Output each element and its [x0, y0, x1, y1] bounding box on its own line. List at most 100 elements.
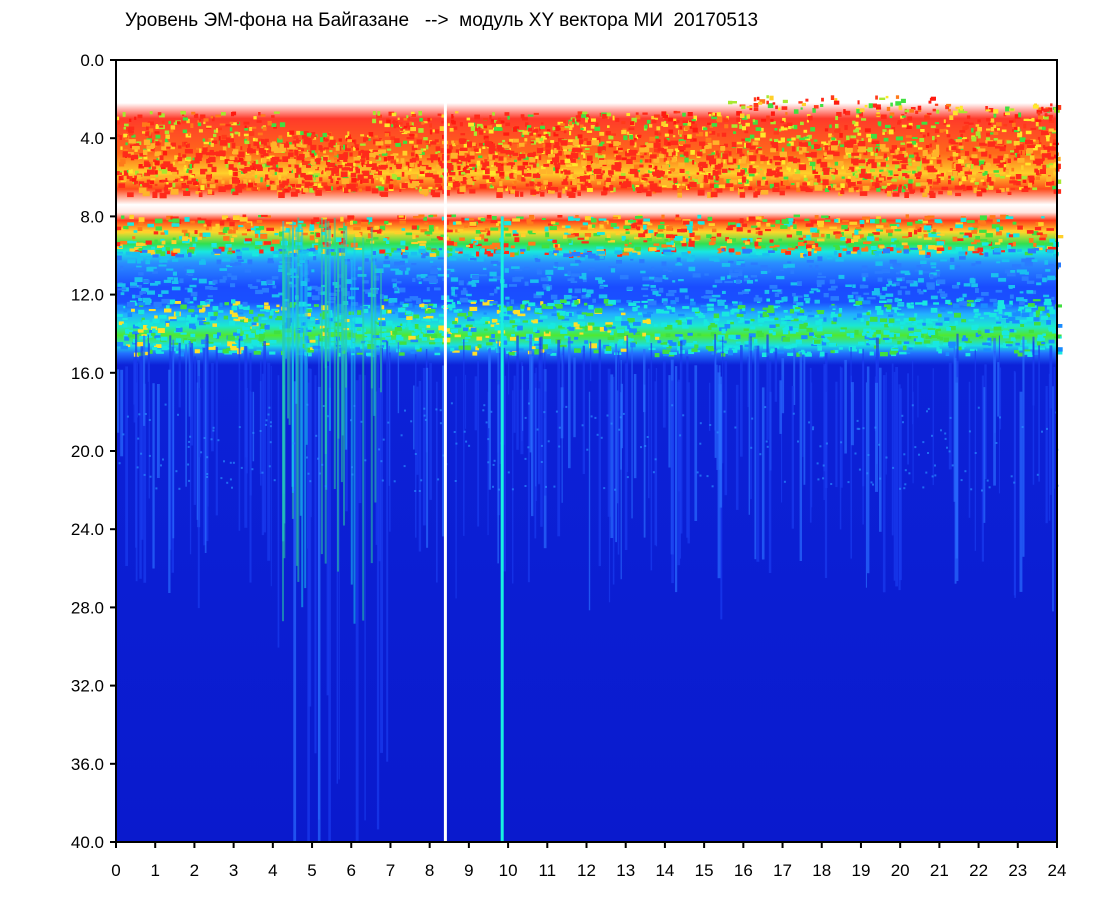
speckle	[918, 250, 926, 255]
speckle	[577, 184, 581, 191]
speckle	[712, 112, 715, 116]
speckle	[797, 316, 804, 321]
speckle	[386, 117, 390, 121]
speckle	[321, 232, 325, 236]
speckle	[624, 220, 632, 225]
speckle	[418, 214, 425, 218]
speckle	[147, 249, 155, 254]
speckle	[538, 319, 543, 323]
speckle	[737, 315, 741, 319]
speckle	[526, 167, 530, 171]
speckle	[690, 137, 694, 142]
speckle	[839, 133, 843, 138]
speckle	[367, 233, 373, 239]
speckle	[457, 229, 464, 233]
speckle	[690, 301, 696, 306]
speckle	[684, 157, 689, 163]
speckle	[928, 173, 936, 179]
speckle	[408, 183, 416, 188]
speckle	[310, 150, 315, 154]
speckle	[666, 138, 670, 141]
speckle	[897, 136, 903, 141]
speckle	[707, 192, 713, 198]
speckle	[212, 226, 220, 231]
speckle	[223, 315, 229, 320]
speckle	[735, 165, 740, 169]
speckle	[633, 321, 641, 326]
speckle	[798, 164, 807, 171]
speckle	[767, 103, 774, 109]
speckle	[378, 186, 385, 191]
speckle	[1019, 319, 1027, 323]
speckle	[639, 159, 643, 163]
speckle	[514, 159, 517, 162]
speckle	[444, 247, 453, 252]
speckle	[243, 179, 248, 184]
speckle	[371, 188, 379, 194]
speckle	[618, 175, 626, 180]
speckle	[630, 342, 636, 348]
speckle	[574, 336, 579, 340]
speckle	[132, 145, 140, 150]
speckle	[435, 146, 441, 151]
speckle	[782, 99, 788, 104]
speckle	[646, 318, 650, 322]
speckle	[769, 246, 776, 249]
speckle	[1046, 343, 1051, 349]
speckle	[707, 216, 713, 221]
speckle	[353, 317, 360, 322]
speckle	[426, 144, 429, 150]
speckle	[151, 139, 155, 143]
speckle	[736, 117, 741, 122]
speckle	[501, 243, 509, 248]
speckle	[625, 327, 631, 332]
speckle	[722, 153, 729, 159]
speckle	[547, 131, 551, 137]
speckle	[228, 229, 233, 234]
speckle	[833, 317, 838, 322]
speckle	[909, 109, 915, 113]
speckle	[178, 145, 182, 149]
speckle	[739, 124, 742, 129]
speckle	[787, 138, 792, 141]
speckle	[766, 100, 769, 105]
speckle	[621, 121, 626, 125]
speckle	[996, 227, 1000, 232]
speckle	[379, 120, 383, 124]
speckle	[546, 168, 553, 175]
speckle	[994, 174, 1000, 178]
speckle	[1049, 238, 1055, 243]
speckle	[999, 146, 1006, 152]
speckle	[740, 158, 746, 164]
speckle	[405, 161, 409, 166]
speckle	[494, 327, 502, 331]
speckle	[529, 181, 534, 187]
speckle	[401, 228, 406, 231]
speckle	[943, 119, 946, 124]
speckle	[521, 132, 525, 138]
speckle	[933, 181, 939, 185]
speckle	[561, 225, 566, 228]
speckle	[629, 140, 634, 146]
speckle	[505, 324, 511, 327]
speckle	[612, 216, 618, 219]
speckle	[379, 162, 387, 166]
speckle	[458, 345, 464, 350]
speckle	[900, 142, 906, 145]
speckle	[355, 166, 359, 170]
speckle	[220, 155, 226, 160]
speckle	[720, 146, 725, 151]
speckle	[524, 138, 528, 142]
speckle	[455, 111, 459, 114]
speckle	[610, 330, 614, 336]
speckle	[494, 162, 498, 166]
speckle	[154, 315, 158, 319]
speckle	[483, 312, 487, 315]
speckle	[180, 110, 186, 115]
speckle	[428, 214, 434, 218]
speckle	[959, 130, 966, 133]
speckle	[186, 156, 192, 160]
speckle	[403, 125, 408, 129]
speckle	[774, 128, 778, 131]
speckle	[338, 185, 343, 189]
